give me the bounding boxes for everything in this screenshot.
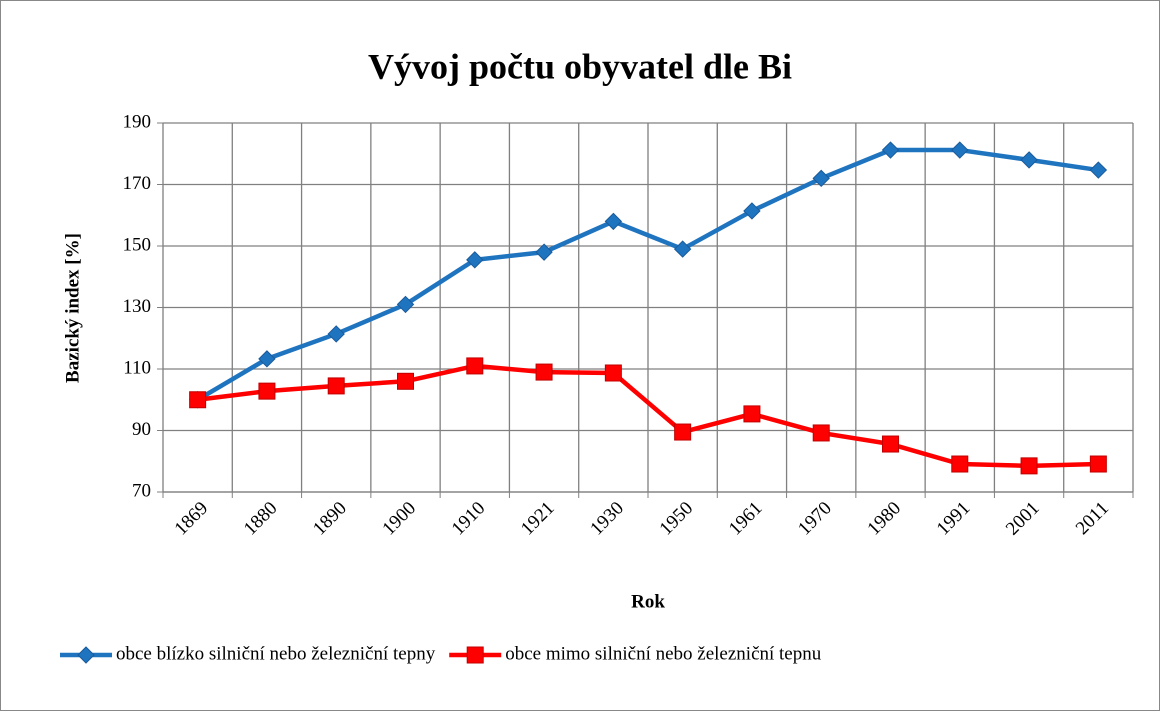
y-tick-label: 190 bbox=[123, 111, 152, 132]
point bbox=[1089, 455, 1107, 473]
chart-title: Vývoj počtu obyvatel dle Bi bbox=[368, 46, 792, 86]
point bbox=[327, 325, 345, 343]
y-axis-label: Bazický index [%] bbox=[62, 233, 83, 383]
point bbox=[812, 424, 830, 442]
legend-label: obce blízko silniční nebo železniční tep… bbox=[116, 643, 436, 664]
y-tick-label: 150 bbox=[123, 234, 152, 255]
point bbox=[466, 251, 484, 269]
point bbox=[951, 455, 969, 473]
point bbox=[397, 372, 414, 390]
legend-marker bbox=[466, 646, 484, 664]
point bbox=[466, 357, 484, 375]
legend-item: obce blízko silniční nebo železniční tep… bbox=[60, 643, 436, 664]
point bbox=[1089, 161, 1108, 179]
y-tick-label: 110 bbox=[123, 357, 151, 378]
point bbox=[673, 240, 692, 258]
point bbox=[604, 364, 622, 382]
legend-item: obce mimo silniční nebo železniční tepnu bbox=[449, 643, 822, 664]
legend-marker bbox=[77, 646, 95, 664]
point bbox=[258, 350, 276, 368]
point bbox=[327, 377, 345, 395]
point bbox=[535, 363, 553, 381]
y-tick-label: 130 bbox=[123, 296, 152, 317]
point bbox=[743, 405, 761, 423]
point bbox=[396, 295, 415, 314]
legend-label: obce mimo silniční nebo železniční tepnu bbox=[505, 643, 822, 664]
series-line bbox=[197, 363, 1099, 469]
y-tick-label: 170 bbox=[123, 173, 152, 194]
point bbox=[535, 243, 553, 261]
point bbox=[881, 141, 900, 159]
point bbox=[1020, 457, 1038, 475]
y-tick-label: 70 bbox=[132, 480, 151, 501]
point bbox=[1020, 151, 1038, 169]
x-axis-label: Rok bbox=[631, 591, 665, 612]
point bbox=[604, 212, 623, 231]
point bbox=[258, 382, 276, 400]
point bbox=[674, 423, 692, 441]
point bbox=[951, 141, 969, 159]
point bbox=[743, 202, 761, 220]
point bbox=[812, 169, 830, 188]
point bbox=[189, 391, 207, 409]
point bbox=[882, 435, 899, 453]
series-line bbox=[196, 147, 1099, 402]
y-tick-label: 90 bbox=[132, 419, 151, 440]
